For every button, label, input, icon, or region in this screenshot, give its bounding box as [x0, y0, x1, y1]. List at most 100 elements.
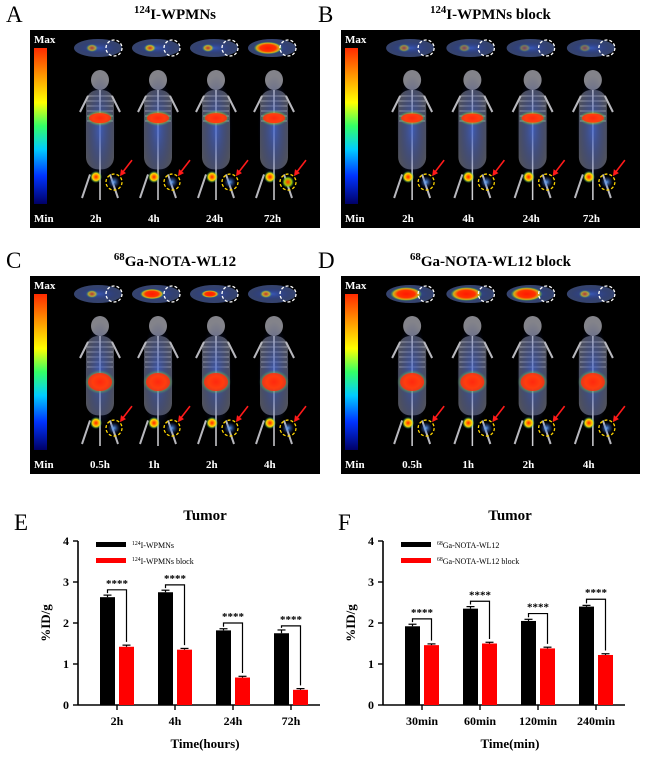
tumor-marker-circle [598, 419, 616, 437]
panel-title: 68Ga-NOTA-WL12 [114, 251, 236, 270]
significance-label: **** [469, 589, 492, 601]
x-tick-label: 240min [577, 714, 615, 728]
pet-panel-d: D 68Ga-NOTA-WL12 block Max Min 0.5h 1h 2h 4h [318, 248, 640, 474]
x-tick-label: 72h [282, 714, 301, 728]
time-point-label: 4h [264, 459, 276, 471]
y-tick-label: 1 [63, 657, 69, 671]
mouse-scan: 24h [190, 39, 249, 225]
bar-chart-e: E Tumor 0 1 2 3 4 %ID/g Time(hours) 124I-WPMNs 124… [14, 508, 320, 751]
tumor-marker-circle [598, 39, 616, 57]
mouse-scan: 4h [132, 39, 191, 225]
significance-label: **** [411, 607, 434, 619]
y-tick-label: 0 [63, 698, 69, 712]
time-point-label: 2h [90, 213, 102, 225]
tumor-marker-circle [163, 39, 181, 57]
legend-label: 124I-WPMNs block [132, 557, 194, 566]
y-axis-label: %ID/g [38, 604, 53, 642]
tumor-marker-circle [221, 285, 239, 303]
mouse-scan: 4h [446, 39, 506, 225]
significance-bracket [469, 600, 491, 639]
red-arrow-icon [552, 405, 566, 423]
significance-bracket [106, 589, 128, 642]
red-arrow-icon [432, 405, 445, 423]
bar-series-2 [598, 654, 613, 705]
time-point-label: 4h [583, 459, 595, 471]
bar-series-1 [274, 633, 289, 705]
mouse-scan: 0.5h [74, 285, 133, 471]
tumor-marker-circle [417, 285, 435, 303]
tumor-marker-circle [537, 285, 556, 303]
tumor-marker-circle [537, 39, 556, 57]
red-arrow-icon [294, 159, 307, 177]
time-point-label: 2h [402, 213, 414, 225]
bar-series-2 [482, 643, 497, 705]
red-arrow-icon [178, 159, 191, 177]
bar-series-1 [100, 597, 115, 705]
red-arrow-icon [120, 405, 133, 423]
scale-min-label: Min [345, 459, 365, 471]
mouse-scan: 24h [506, 39, 566, 225]
tumor-marker-circle [163, 173, 181, 191]
y-tick-label: 4 [63, 534, 69, 548]
x-tick-label: 4h [169, 714, 182, 728]
tumor-marker-circle [279, 173, 297, 191]
legend-swatch [401, 558, 431, 563]
legend-swatch [96, 558, 126, 563]
x-tick-label: 120min [519, 714, 557, 728]
bar-series-1 [579, 606, 594, 705]
tumor-marker-circle [105, 285, 123, 303]
bar-series-1 [216, 630, 231, 705]
time-point-label: 2h [523, 459, 535, 471]
bar-series-2 [119, 646, 134, 705]
red-arrow-icon [612, 159, 626, 177]
tumor-marker-circle [279, 419, 297, 437]
time-point-label: 4h [462, 213, 474, 225]
tumor-marker-circle [598, 173, 616, 191]
significance-label: **** [527, 602, 550, 614]
chart-title: Tumor [183, 508, 227, 524]
tumor-marker-circle [417, 419, 435, 437]
red-arrow-icon [236, 159, 249, 177]
bar-series-1 [521, 620, 536, 705]
bar-series-2 [177, 649, 192, 705]
color-scale-bar [345, 294, 358, 450]
time-point-label: 0.5h [90, 459, 110, 471]
mouse-scan: 4h [248, 285, 307, 471]
red-arrow-icon [552, 159, 566, 177]
tumor-marker-circle [477, 285, 496, 303]
x-tick-label: 30min [406, 714, 438, 728]
bar-chart-f: F Tumor 0 1 2 3 4 %ID/g Time(min) 68Ga-NOTA-WL12 6… [338, 508, 625, 751]
red-arrow-icon [492, 405, 506, 423]
x-axis-label: Time(hours) [170, 736, 239, 751]
tumor-marker-circle [537, 419, 556, 437]
mouse-scan: 72h [566, 39, 626, 225]
time-point-label: 0.5h [402, 459, 422, 471]
time-point-label: 2h [206, 459, 218, 471]
y-tick-label: 3 [63, 575, 69, 589]
red-arrow-icon [236, 405, 249, 423]
mouse-scan: 1h [132, 285, 191, 471]
legend-label: 124I-WPMNs [132, 541, 174, 550]
tumor-marker-circle [221, 39, 239, 57]
mouse-scan: 2h [190, 285, 249, 471]
legend-swatch [401, 542, 431, 547]
red-arrow-icon [432, 159, 445, 177]
red-arrow-icon [120, 159, 133, 177]
tumor-marker-circle [417, 39, 435, 57]
mouse-scan: 2h [74, 39, 133, 225]
legend-label: 68Ga-NOTA-WL12 [437, 541, 499, 550]
mouse-scan: 4h [566, 285, 626, 471]
red-arrow-icon [612, 405, 626, 423]
significance-bracket [222, 622, 244, 674]
color-scale-bar [34, 294, 47, 450]
scale-min-label: Min [34, 213, 54, 225]
bar-series-1 [158, 592, 173, 705]
panel-letter: E [14, 510, 28, 535]
x-axis-label: Time(min) [481, 736, 540, 751]
x-tick-label: 60min [464, 714, 496, 728]
mouse-scan: 2h [506, 285, 566, 471]
tumor-marker-circle [163, 419, 181, 437]
chart-title: Tumor [488, 508, 532, 524]
tumor-marker-circle [105, 39, 123, 57]
